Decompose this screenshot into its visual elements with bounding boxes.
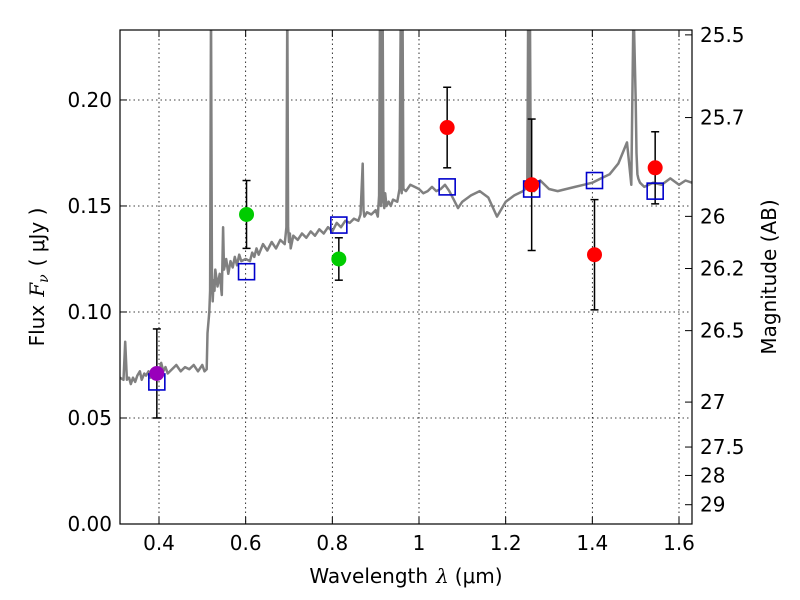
x-tick-label: 1	[413, 531, 426, 555]
model-flux-square	[438, 178, 456, 196]
x-axis-label: Wavelength λ (μm)	[309, 564, 502, 588]
magnitude-tick-label: 26.2	[700, 257, 745, 281]
model-flux-square	[585, 171, 604, 190]
observed-flux-point	[524, 177, 540, 193]
x-axis-ticks: 0.4 0.6 0.8 1 1.2 1.4 1.6	[143, 30, 695, 555]
magnitude-tick-label: 26	[700, 204, 725, 228]
magnitude-tick-label: 28	[700, 463, 725, 487]
x-tick-label: 1.2	[490, 531, 522, 555]
plot-frame	[119, 29, 693, 525]
model-flux-square	[237, 262, 256, 281]
y-tick-label: 0.15	[67, 194, 112, 218]
observed-flux-point	[331, 251, 347, 267]
magnitude-tick-label: 27	[700, 390, 725, 414]
y-tick-label: 0.10	[67, 300, 112, 324]
observed-flux-point	[439, 120, 455, 136]
observed-flux-point	[587, 247, 602, 263]
magnitude-tick-label: 29	[700, 493, 725, 517]
magnitude-tick-label: 26.5	[700, 319, 745, 343]
x-tick-label: 0.6	[230, 531, 262, 555]
observed-flux-point	[149, 365, 165, 381]
magnitude-tick-label: 27.5	[700, 435, 745, 459]
magnitude-tick-label: 25.5	[700, 23, 745, 47]
x-tick-label: 0.8	[316, 531, 348, 555]
model-flux-square	[646, 182, 664, 200]
y-tick-label: 0.20	[67, 88, 112, 112]
plot-area-background	[120, 30, 692, 524]
magnitude-axis-label: Magnitude (AB)	[757, 199, 781, 354]
x-tick-label: 0.4	[143, 531, 175, 555]
magnitude-axis-ticks: 25.5 25.7 26 26.2 26.5 27 27.5 28 29	[685, 23, 745, 517]
observed-flux-point	[647, 160, 663, 176]
model-flux-square	[330, 216, 348, 234]
y-tick-label: 0.05	[67, 406, 112, 430]
y-axis-ticks: 0.00 0.05 0.10 0.15 0.20	[67, 88, 127, 536]
observed-flux-point	[239, 206, 255, 222]
magnitude-tick-label: 25.7	[700, 106, 745, 130]
observed-photometry-layer	[149, 120, 663, 381]
x-tick-label: 1.6	[663, 531, 695, 555]
y-axis-label: FluxFν( μJy )	[25, 208, 52, 347]
x-tick-label: 1.4	[576, 531, 608, 555]
y-tick-label: 0.00	[67, 512, 112, 536]
